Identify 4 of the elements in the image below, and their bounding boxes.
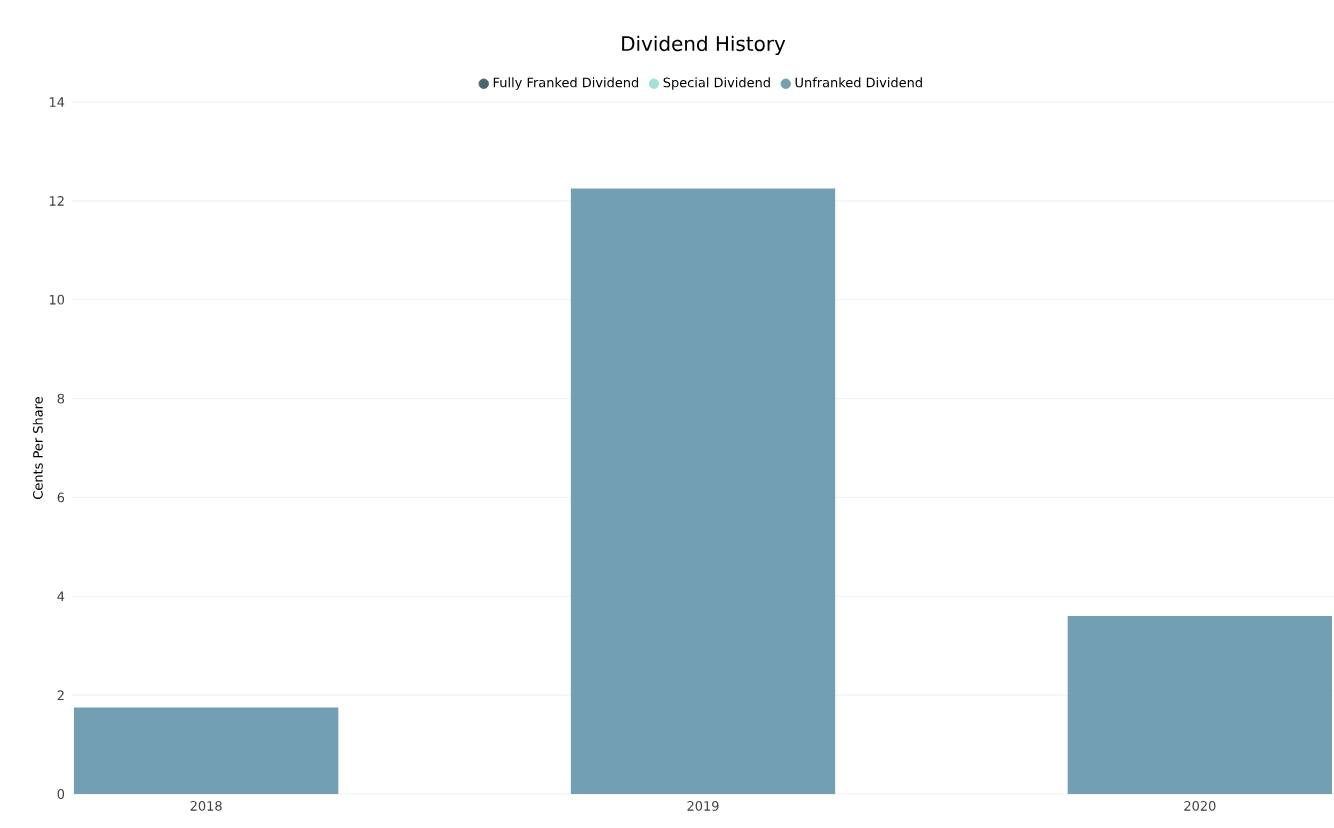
bar xyxy=(570,188,836,794)
chart-title: Dividend History xyxy=(622,35,786,56)
bar xyxy=(73,707,339,794)
bar xyxy=(1067,616,1333,794)
